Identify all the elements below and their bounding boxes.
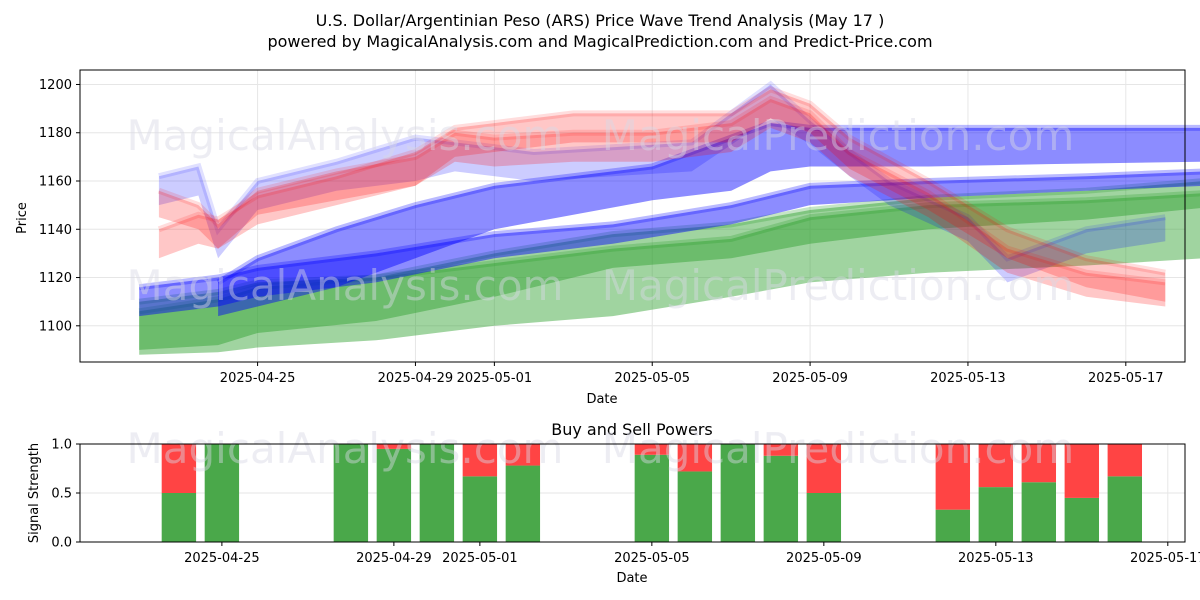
signal-bars bbox=[161, 444, 1143, 542]
wave-band-2 bbox=[139, 193, 1200, 355]
price-y-tick-label: 1200 bbox=[39, 78, 72, 93]
price-plot-frame bbox=[79, 69, 1186, 363]
sell-bar bbox=[935, 444, 971, 510]
sell-bar bbox=[462, 444, 498, 477]
signal-y-tick-label: 0.5 bbox=[51, 487, 72, 502]
wave-band-edge-6 bbox=[157, 85, 1166, 276]
buy-bar bbox=[763, 455, 799, 542]
price-x-tick-label: 2025-05-17 bbox=[1088, 371, 1164, 386]
wave-band-edge-2 bbox=[138, 190, 1200, 305]
wave-band-1 bbox=[139, 181, 1200, 350]
signal-watermarks: MagicalAnalysis.com MagicalPrediction.com bbox=[127, 424, 1075, 473]
wave-band-7 bbox=[158, 99, 1166, 307]
sell-bar bbox=[505, 444, 541, 466]
price-y-tick-label: 1180 bbox=[39, 126, 72, 141]
signal-x-label: Date bbox=[616, 571, 647, 586]
sell-bar bbox=[161, 444, 197, 493]
signal-x-axis: 2025-04-25 2025-04-29 2025-05-01 2025-05-05… bbox=[184, 542, 1200, 566]
buy-bar bbox=[978, 487, 1014, 542]
signal-x-tick-label: 2025-04-29 bbox=[356, 551, 432, 566]
buy-bar bbox=[376, 448, 412, 542]
price-grid bbox=[80, 70, 1185, 362]
buy-bar bbox=[720, 444, 756, 542]
sell-bar bbox=[1107, 444, 1143, 477]
buy-bar bbox=[505, 465, 541, 542]
buy-sell-title: Buy and Sell Powers bbox=[551, 420, 713, 439]
buy-bar bbox=[462, 476, 498, 542]
chart-subtitle: powered by MagicalAnalysis.com and Magic… bbox=[267, 32, 932, 51]
price-y-tick-label: 1160 bbox=[39, 175, 72, 190]
signal-x-tick-label: 2025-05-17 bbox=[1130, 551, 1200, 566]
price-x-tick-label: 2025-05-13 bbox=[930, 371, 1006, 386]
price-y-tick-label: 1140 bbox=[39, 223, 72, 238]
watermark-text: MagicalAnalysis.com bbox=[127, 261, 564, 310]
sell-bar bbox=[763, 444, 799, 456]
wave-band-4 bbox=[218, 123, 1200, 317]
signal-y-tick-label: 0.0 bbox=[51, 536, 72, 551]
signal-y-tick-label: 1.0 bbox=[51, 438, 72, 453]
sell-bar bbox=[978, 444, 1014, 488]
price-x-tick-label: 2025-05-05 bbox=[614, 371, 690, 386]
sell-bar bbox=[1064, 444, 1100, 498]
price-watermarks: MagicalAnalysis.com MagicalPrediction.com… bbox=[127, 111, 1075, 310]
price-x-tick-label: 2025-04-25 bbox=[220, 371, 296, 386]
watermark-text: MagicalAnalysis.com bbox=[127, 424, 564, 473]
price-x-label: Date bbox=[586, 392, 617, 407]
watermark-text: MagicalPrediction.com bbox=[602, 424, 1075, 473]
watermark-text: MagicalAnalysis.com bbox=[127, 111, 564, 160]
price-y-tick-label: 1100 bbox=[39, 319, 72, 334]
signal-x-tick-label: 2025-05-01 bbox=[442, 551, 518, 566]
signal-x-tick-label: 2025-05-09 bbox=[786, 551, 862, 566]
buy-sell-plot: Buy and Sell Powers MagicalAnalysis.com M… bbox=[27, 420, 1200, 586]
buy-bar bbox=[1021, 482, 1057, 542]
price-x-axis: 2025-04-25 2025-04-29 2025-05-01 2025-05-05… bbox=[220, 362, 1164, 386]
price-wave-plot: MagicalAnalysis.com MagicalPrediction.com… bbox=[15, 69, 1200, 407]
buy-bar bbox=[677, 471, 713, 542]
sell-bar bbox=[376, 444, 412, 449]
buy-bar bbox=[935, 509, 971, 542]
signal-y-label: Signal Strength bbox=[27, 443, 42, 543]
buy-bar bbox=[806, 493, 842, 542]
price-x-tick-label: 2025-05-09 bbox=[772, 371, 848, 386]
price-x-tick-label: 2025-04-29 bbox=[378, 371, 454, 386]
wave-band-edge-3 bbox=[138, 168, 1200, 291]
buy-bar bbox=[333, 444, 369, 542]
price-y-axis: 1100 1120 1140 1160 1180 1200 bbox=[39, 78, 80, 334]
buy-bar bbox=[1064, 497, 1100, 542]
signal-x-tick-label: 2025-04-25 bbox=[184, 551, 260, 566]
wave-band-3 bbox=[139, 171, 1200, 317]
watermark-text: MagicalPrediction.com bbox=[602, 261, 1075, 310]
signal-y-axis: 0.0 0.5 1.0 bbox=[51, 438, 80, 551]
sell-bar bbox=[806, 444, 842, 493]
watermark-text: MagicalPrediction.com bbox=[602, 111, 1075, 160]
sell-bar bbox=[634, 444, 670, 455]
sell-bar bbox=[1021, 444, 1057, 483]
buy-bar bbox=[634, 454, 670, 542]
wave-band-6 bbox=[158, 89, 1166, 302]
wave-band-edge-7 bbox=[157, 95, 1166, 286]
sell-bar bbox=[677, 444, 713, 472]
chart-title: U.S. Dollar/Argentinian Peso (ARS) Price… bbox=[316, 11, 885, 30]
price-y-label: Price bbox=[15, 202, 30, 234]
buy-bar bbox=[161, 493, 197, 542]
buy-bar bbox=[1107, 476, 1143, 542]
buy-bar bbox=[419, 444, 455, 542]
wave-bands bbox=[138, 80, 1200, 355]
wave-band-edge-5 bbox=[158, 80, 1166, 262]
buy-bar bbox=[204, 444, 240, 542]
wave-band-edge-4 bbox=[216, 120, 1200, 285]
price-y-tick-label: 1120 bbox=[39, 271, 72, 286]
price-x-tick-label: 2025-05-01 bbox=[457, 371, 533, 386]
signal-x-tick-label: 2025-05-13 bbox=[958, 551, 1034, 566]
wave-band-5 bbox=[158, 84, 1166, 283]
signal-x-tick-label: 2025-05-05 bbox=[614, 551, 690, 566]
wave-band-edge-1 bbox=[138, 178, 1200, 315]
